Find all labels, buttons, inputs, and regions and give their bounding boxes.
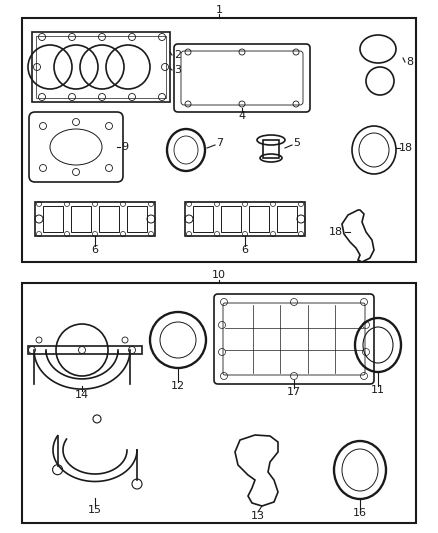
Text: 15: 15	[88, 505, 102, 515]
Text: 11: 11	[371, 385, 385, 395]
Bar	[35, 202, 155, 236]
Text: 16: 16	[353, 508, 367, 518]
Bar	[28, 346, 142, 354]
Bar	[263, 140, 279, 158]
Text: 12: 12	[171, 381, 185, 391]
Text: 4: 4	[238, 111, 246, 121]
Bar	[43, 206, 63, 232]
Bar	[71, 206, 91, 232]
Text: 1: 1	[215, 5, 223, 15]
Text: 6: 6	[241, 245, 248, 255]
Text: 18: 18	[399, 143, 413, 153]
Bar	[36, 36, 166, 98]
Bar	[193, 206, 213, 232]
Bar	[99, 206, 119, 232]
Text: 17: 17	[287, 387, 301, 397]
Bar	[221, 206, 241, 232]
Text: 7: 7	[216, 138, 223, 148]
Text: 6: 6	[92, 245, 99, 255]
Text: 3: 3	[174, 65, 181, 75]
Text: 9: 9	[121, 142, 129, 152]
Text: 13: 13	[251, 511, 265, 521]
Bar	[127, 206, 147, 232]
Bar	[185, 202, 305, 236]
Bar	[249, 206, 269, 232]
Text: 18: 18	[329, 227, 343, 237]
Bar	[22, 18, 416, 262]
Text: 14: 14	[75, 390, 89, 400]
Bar	[277, 206, 297, 232]
Bar	[32, 32, 170, 102]
Text: 10: 10	[212, 270, 226, 280]
Bar	[22, 283, 416, 523]
Text: 5: 5	[293, 138, 300, 148]
Text: 2: 2	[174, 50, 182, 60]
Text: 8: 8	[406, 57, 413, 67]
